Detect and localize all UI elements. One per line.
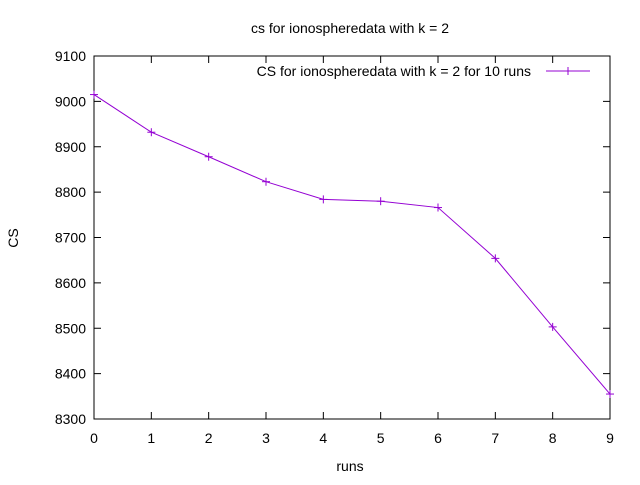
data-point: [548, 322, 557, 331]
x-tick-label: 6: [434, 430, 442, 446]
legend-marker: [564, 67, 572, 75]
x-tick-label: 1: [147, 430, 155, 446]
x-axis-label: runs: [336, 458, 363, 474]
legend-entry-label: CS for ionospheredata with k = 2 for 10 …: [257, 63, 531, 79]
x-tick-label: 9: [606, 430, 614, 446]
x-tick-label: 4: [319, 430, 327, 446]
x-tick-label: 7: [491, 430, 499, 446]
data-point: [262, 177, 270, 186]
y-tick-label: 8300: [55, 411, 86, 427]
data-point: [204, 152, 213, 161]
y-tick-label: 8600: [55, 275, 86, 291]
legend-plus-marker: [564, 67, 572, 75]
plot-frame: [93, 55, 611, 420]
axis-ticks: 8300 8400 8500 8600 8700 8800 8900 9000 9100 0 1 2 3…: [55, 48, 614, 446]
legend: CS for ionospheredata with k = 2 for 10 …: [257, 63, 590, 79]
data-point: [376, 197, 385, 206]
y-tick-label: 8700: [55, 230, 86, 246]
data-point: [606, 390, 614, 399]
x-tick-label: 8: [549, 430, 557, 446]
data-point: [319, 195, 328, 204]
chart-title: cs for ionospheredata with k = 2: [251, 20, 449, 36]
series-layer: [90, 90, 614, 399]
series-line: [93, 94, 611, 395]
x-tick-label: 5: [377, 430, 385, 446]
data-point: [434, 203, 442, 212]
data-point: [491, 254, 500, 263]
y-tick-label: 8800: [55, 184, 86, 200]
x-tick-label: 3: [262, 430, 270, 446]
y-tick-label: 8400: [55, 366, 86, 382]
y-tick-label: 8500: [55, 320, 86, 336]
data-point: [147, 128, 156, 137]
y-tick-label: 9100: [55, 48, 86, 64]
x-tick-label: 0: [90, 430, 98, 446]
x-tick-label: 2: [205, 430, 213, 446]
y-axis-label: CS: [5, 228, 21, 247]
y-tick-label: 8900: [55, 139, 86, 155]
data-point: [90, 90, 98, 99]
y-tick-label: 9000: [55, 93, 86, 109]
